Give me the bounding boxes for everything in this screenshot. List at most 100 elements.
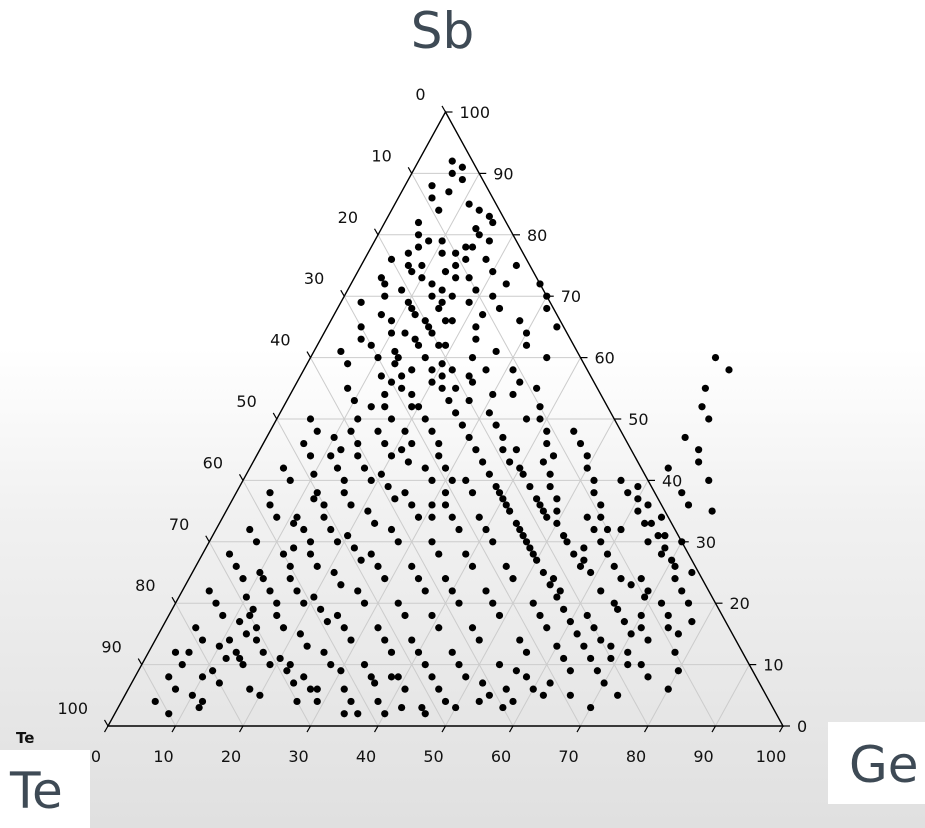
data-point xyxy=(266,661,274,669)
data-point xyxy=(637,624,645,632)
data-point xyxy=(381,292,389,300)
data-point xyxy=(624,489,632,497)
data-point xyxy=(320,501,328,509)
data-point xyxy=(330,433,338,442)
data-point xyxy=(512,446,520,454)
data-point xyxy=(246,611,254,620)
data-point xyxy=(394,538,402,546)
data-point xyxy=(597,636,605,644)
data-point xyxy=(495,661,504,669)
tick-marks xyxy=(103,105,790,733)
grid-line-te xyxy=(175,602,244,727)
data-point xyxy=(340,624,348,632)
data-point xyxy=(499,433,507,442)
data-point xyxy=(624,648,632,656)
data-point xyxy=(543,439,551,448)
data-point xyxy=(408,636,416,644)
data-point xyxy=(657,513,666,521)
data-point xyxy=(485,470,493,478)
data-point xyxy=(560,605,568,613)
data-point xyxy=(448,587,456,595)
data-point xyxy=(688,618,696,626)
tick-label-te: 70 xyxy=(169,515,189,534)
data-point xyxy=(165,710,173,718)
data-point xyxy=(607,642,615,650)
data-point xyxy=(198,673,207,681)
data-point xyxy=(462,673,470,681)
data-point xyxy=(401,329,409,337)
data-point xyxy=(408,366,416,374)
data-point xyxy=(546,679,554,687)
data-point xyxy=(468,378,477,386)
data-point xyxy=(590,525,598,534)
data-point xyxy=(566,667,574,675)
data-point xyxy=(512,519,520,527)
data-point xyxy=(516,378,524,386)
tick-mark-ge xyxy=(576,725,582,733)
data-point xyxy=(448,648,456,656)
data-point xyxy=(428,280,436,288)
tick-label-te: 50 xyxy=(236,392,256,411)
data-point xyxy=(357,335,365,343)
data-point xyxy=(485,237,493,245)
tick-mark-te xyxy=(340,289,345,297)
data-point xyxy=(482,255,490,263)
data-point xyxy=(445,188,453,196)
data-point xyxy=(259,575,267,583)
data-point xyxy=(394,599,402,607)
grid-line-te xyxy=(411,173,716,727)
data-point xyxy=(546,581,554,589)
data-point xyxy=(475,206,483,214)
data-point xyxy=(587,703,595,712)
data-point xyxy=(428,366,436,374)
data-point xyxy=(465,396,473,405)
data-point xyxy=(701,384,709,392)
data-point xyxy=(414,218,423,227)
data-point xyxy=(458,421,466,429)
data-point xyxy=(198,636,207,644)
data-point xyxy=(465,200,473,208)
data-point xyxy=(266,501,274,509)
data-point xyxy=(404,298,412,306)
data-point xyxy=(634,495,642,503)
data-point xyxy=(553,323,561,331)
tick-mark-te xyxy=(205,535,210,543)
data-point xyxy=(610,562,618,570)
data-point xyxy=(664,624,672,632)
data-point xyxy=(354,415,362,423)
data-point xyxy=(644,636,652,644)
data-point xyxy=(371,519,379,527)
data-point xyxy=(293,587,301,595)
data-point xyxy=(296,630,304,638)
data-point xyxy=(499,495,507,503)
data-point xyxy=(468,354,477,362)
data-point xyxy=(462,243,470,251)
data-point xyxy=(340,710,348,718)
data-point xyxy=(344,532,352,540)
data-point xyxy=(381,710,389,718)
data-point xyxy=(522,341,531,349)
data-point xyxy=(539,458,547,466)
data-point xyxy=(313,489,321,497)
data-point xyxy=(310,593,318,601)
tick-label-sb: 10 xyxy=(763,656,783,675)
data-point xyxy=(519,470,527,478)
data-point xyxy=(600,679,608,687)
data-point xyxy=(448,157,456,165)
tick-label-ge: 90 xyxy=(693,747,713,766)
data-point xyxy=(668,556,676,564)
data-point xyxy=(583,611,591,620)
data-point xyxy=(448,366,456,374)
data-point xyxy=(526,482,534,491)
data-point xyxy=(617,525,625,534)
data-point xyxy=(566,691,574,699)
data-point xyxy=(671,562,679,570)
data-point xyxy=(458,175,466,184)
data-point xyxy=(472,225,480,233)
data-point xyxy=(441,268,450,276)
data-point xyxy=(529,550,537,558)
tick-mark-ge xyxy=(306,725,312,733)
data-point xyxy=(506,458,514,466)
data-point xyxy=(546,470,554,478)
data-point xyxy=(684,599,693,607)
